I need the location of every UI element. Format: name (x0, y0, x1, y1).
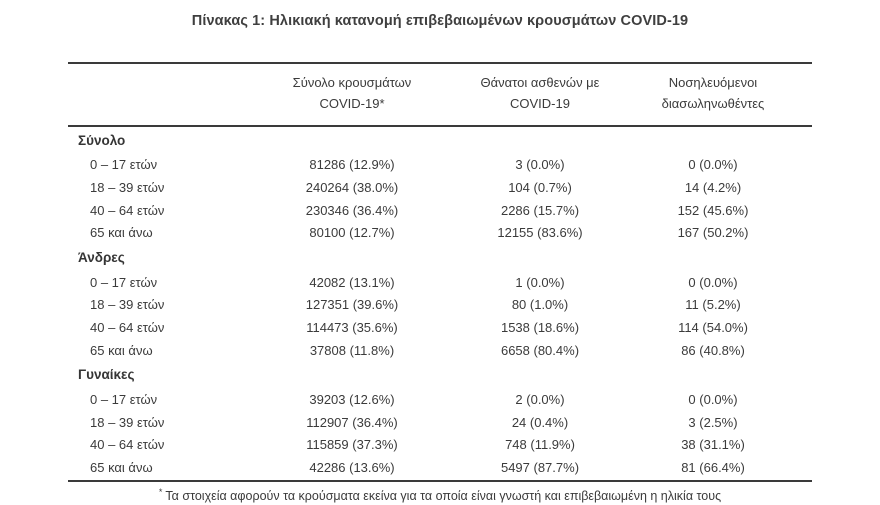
deaths-value: 24 (0.4%) (511, 414, 569, 430)
table-row: 18 – 39 ετών 240264 (38.0%) 104 (0.7%) 1… (68, 176, 812, 199)
table-row: 40 – 64 ετών 114473 (35.6%) 1538 (18.6%)… (68, 316, 812, 339)
cases-value: 127351 (39.6%) (305, 297, 399, 313)
age-label: 0 – 17 ετών (90, 157, 158, 173)
cases-value: 114473 (35.6%) (306, 319, 398, 335)
header-deaths: Θάνατοι ασθενών με COVID-19 (466, 73, 614, 115)
deaths-value: 1538 (18.6%) (500, 319, 580, 335)
age-label: 18 – 39 ετών (90, 414, 165, 430)
table-row: 0 – 17 ετών 42082 (13.1%) 1 (0.0%) 0 (0.… (68, 271, 812, 294)
footnote-asterisk: * (158, 486, 163, 497)
intubated-value: 167 (50.2%) (677, 225, 749, 241)
intubated-value: 0 (0.0%) (688, 274, 738, 290)
age-label: 65 και άνω (90, 459, 153, 475)
table-title: Πίνακας 1: Ηλικιακή κατανομή επιβεβαιωμέ… (191, 13, 689, 29)
deaths-value: 1 (0.0%) (515, 274, 565, 290)
intubated-value: 38 (31.1%) (681, 437, 745, 453)
intubated-value: 81 (66.4%) (681, 459, 745, 475)
header-total-cases: Σύνολο κρουσμάτων COVID-19* (238, 73, 466, 115)
intubated-value: 152 (45.6%) (677, 202, 749, 218)
deaths-value: 5497 (87.7%) (500, 459, 580, 475)
age-label: 0 – 17 ετών (90, 274, 158, 290)
intubated-value: 0 (0.0%) (688, 392, 738, 408)
deaths-value: 12155 (83.6%) (497, 225, 583, 241)
footnote-text: Τα στοιχεία αφορούν τα κρούσματα εκείνα … (165, 488, 722, 503)
age-label: 65 και άνω (90, 342, 153, 358)
table-row: 40 – 64 ετών 230346 (36.4%) 2286 (15.7%)… (68, 199, 812, 222)
intubated-value: 14 (4.2%) (684, 179, 742, 195)
table-row: 18 – 39 ετών 127351 (39.6%) 80 (1.0%) 11… (68, 294, 812, 317)
section-label-men: Άνδρες (78, 249, 125, 265)
cases-value: 80100 (12.7%) (309, 225, 395, 241)
intubated-value: 86 (40.8%) (681, 342, 745, 358)
age-label: 40 – 64 ετών (90, 202, 165, 218)
cases-value: 115859 (37.3%) (306, 437, 398, 453)
intubated-value: 114 (54.0%) (678, 319, 748, 335)
intubated-value: 11 (5.2%) (685, 297, 741, 313)
cases-value: 37808 (11.8%) (309, 342, 395, 358)
age-label: 18 – 39 ετών (90, 297, 165, 313)
header-total-cases-line1: Σύνολο κρουσμάτων (292, 75, 412, 90)
table-row: 0 – 17 ετών 81286 (12.9%) 3 (0.0%) 0 (0.… (68, 154, 812, 177)
age-label: 40 – 64 ετών (90, 437, 165, 453)
table-footnote: * Τα στοιχεία αφορούν τα κρούσματα εκείνα… (68, 479, 812, 503)
table-header-row: Σύνολο κρουσμάτων COVID-19* Θάνατοι ασθε… (68, 62, 812, 127)
deaths-value: 3 (0.0%) (515, 157, 565, 173)
cases-value: 42286 (13.6%) (309, 459, 395, 475)
table-row: 40 – 64 ετών 115859 (37.3%) 748 (11.9%) … (68, 434, 812, 457)
age-label: 18 – 39 ετών (90, 179, 165, 195)
cases-value: 39203 (12.6%) (309, 392, 395, 408)
deaths-value: 2286 (15.7%) (500, 202, 580, 218)
table-row: 65 και άνω 37808 (11.8%) 6658 (80.4%) 86… (68, 339, 812, 362)
cases-value: 42082 (13.1%) (309, 274, 395, 290)
header-intubated-line2: διασωληνωθέντες (661, 95, 765, 111)
section-row-total: Σύνολο (68, 127, 812, 154)
header-intubated-line1: Νοσηλευόμενοι (668, 75, 758, 90)
cases-value: 230346 (36.4%) (305, 202, 399, 218)
age-label: 40 – 64 ετών (90, 319, 165, 335)
deaths-value: 2 (0.0%) (515, 392, 565, 408)
cases-value: 112907 (36.4%) (306, 414, 398, 430)
header-deaths-line1: Θάνατοι ασθενών με (480, 75, 600, 90)
deaths-value: 6658 (80.4%) (500, 342, 580, 358)
section-label-women: Γυναίκες (78, 367, 135, 383)
deaths-value: 748 (11.9%) (505, 437, 575, 453)
section-row-men: Άνδρες (68, 244, 812, 271)
intubated-value: 0 (0.0%) (688, 157, 738, 173)
age-label: 0 – 17 ετών (90, 392, 158, 408)
section-label-total: Σύνολο (78, 132, 126, 148)
table-row: 18 – 39 ετών 112907 (36.4%) 24 (0.4%) 3 … (68, 411, 812, 434)
cases-value: 81286 (12.9%) (309, 157, 395, 173)
covid-age-table: Σύνολο κρουσμάτων COVID-19* Θάνατοι ασθε… (68, 62, 812, 503)
header-total-cases-line2: COVID-19* (319, 95, 385, 111)
table-row: 65 και άνω 42286 (13.6%) 5497 (87.7%) 81… (68, 456, 812, 479)
deaths-value: 80 (1.0%) (511, 297, 569, 313)
age-label: 65 και άνω (90, 225, 153, 241)
deaths-value: 104 (0.7%) (508, 179, 572, 195)
header-intubated: Νοσηλευόμενοι διασωληνωθέντες (614, 73, 812, 115)
section-row-women: Γυναίκες (68, 361, 812, 388)
table-row: 0 – 17 ετών 39203 (12.6%) 2 (0.0%) 0 (0.… (68, 388, 812, 411)
table-row: 65 και άνω 80100 (12.7%) 12155 (83.6%) 1… (68, 221, 812, 244)
header-deaths-line2: COVID-19 (510, 95, 570, 111)
cases-value: 240264 (38.0%) (305, 179, 399, 195)
intubated-value: 3 (2.5%) (688, 414, 738, 430)
